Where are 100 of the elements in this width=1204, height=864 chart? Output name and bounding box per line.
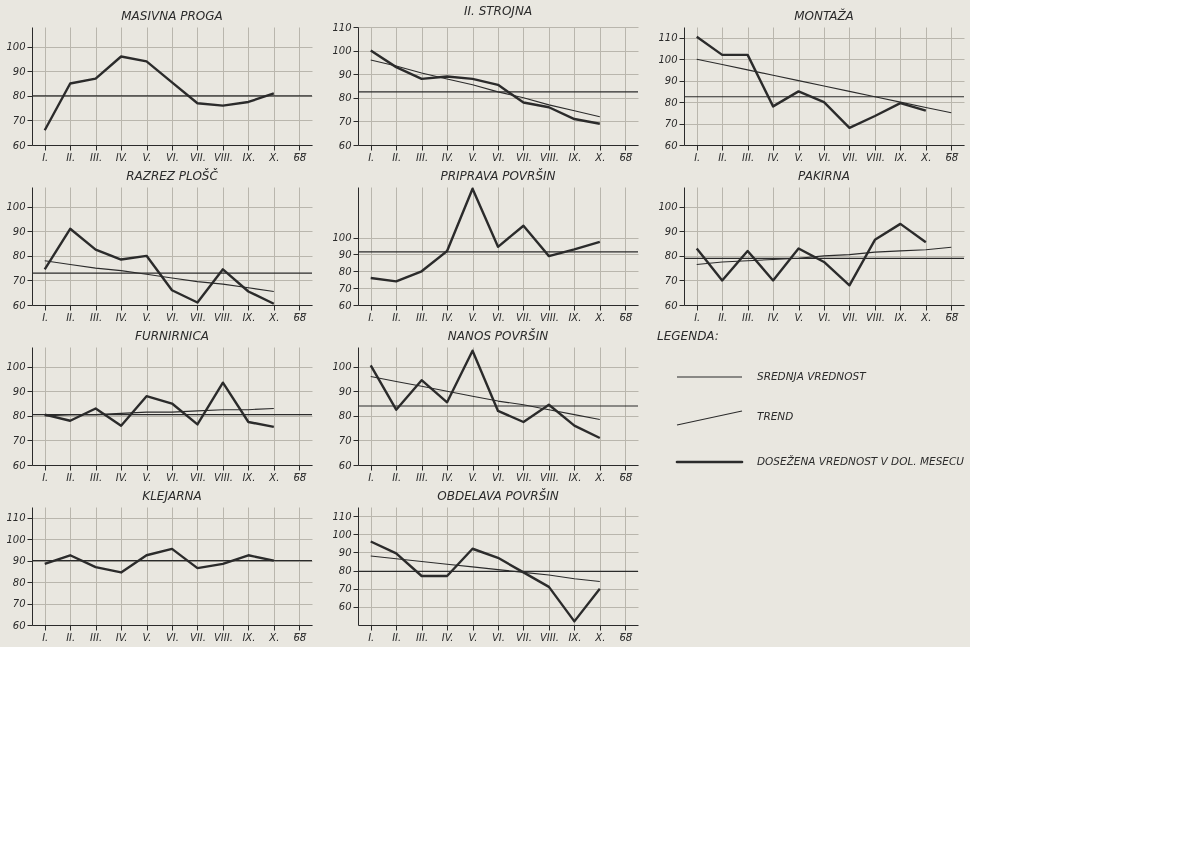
x-tick-label: VII. bbox=[189, 311, 206, 323]
x-tick-label: VI. bbox=[492, 151, 505, 163]
x-tick-label: IV. bbox=[115, 311, 128, 323]
x-tick-label: VIII. bbox=[865, 151, 885, 163]
x-tick-label: VII. bbox=[515, 631, 532, 643]
x-tick-label: III. bbox=[90, 151, 103, 163]
x-tick-label: IX. bbox=[568, 151, 582, 163]
x-tick-label: VIII. bbox=[213, 151, 233, 163]
x-tick-label: X. bbox=[594, 631, 606, 643]
x-tick-label: X. bbox=[268, 311, 280, 323]
y-tick-label: 90 bbox=[12, 65, 26, 77]
y-tick-label: 90 bbox=[338, 546, 352, 558]
x-tick-label: IX. bbox=[242, 631, 256, 643]
x-tick-label: V. bbox=[468, 151, 478, 163]
x-tick-label: VIII. bbox=[539, 471, 559, 483]
y-tick-label: 100 bbox=[332, 232, 352, 244]
x-tick-label: III. bbox=[416, 151, 429, 163]
y-tick-label: 60 bbox=[12, 299, 26, 311]
x-tick-label: VIII. bbox=[539, 631, 559, 643]
y-tick-label: 110 bbox=[658, 32, 678, 44]
x-tick-label: 6̅8̅ bbox=[619, 471, 634, 483]
y-tick-label: 90 bbox=[338, 68, 352, 80]
x-tick-label: VIII. bbox=[539, 311, 559, 323]
y-tick-label: 100 bbox=[6, 41, 26, 53]
x-tick-label: IX. bbox=[242, 471, 256, 483]
chart-title: II. STROJNA bbox=[463, 4, 533, 18]
x-tick-label: 6̅8̅ bbox=[945, 311, 960, 323]
y-tick-label: 100 bbox=[332, 361, 352, 373]
x-tick-label: I. bbox=[42, 631, 49, 643]
x-tick-label: II. bbox=[718, 311, 728, 323]
x-tick-label: VII. bbox=[189, 471, 206, 483]
x-tick-label: II. bbox=[66, 631, 76, 643]
x-tick-label: II. bbox=[392, 471, 402, 483]
x-tick-label: I. bbox=[368, 471, 375, 483]
y-tick-label: 80 bbox=[338, 410, 352, 422]
chart-title: FURNIRNICA bbox=[135, 329, 209, 343]
y-tick-label: 90 bbox=[12, 385, 26, 397]
x-tick-label: I. bbox=[42, 311, 49, 323]
x-tick-label: X. bbox=[594, 151, 606, 163]
x-tick-label: I. bbox=[368, 631, 375, 643]
text: TREND bbox=[757, 410, 794, 422]
y-tick-label: 70 bbox=[12, 114, 26, 126]
chart-title: KLEJARNA bbox=[142, 489, 202, 503]
x-tick-label: 6̅8̅ bbox=[619, 311, 634, 323]
x-tick-label: I. bbox=[694, 151, 701, 163]
text: LEGENDA: bbox=[657, 329, 719, 343]
x-tick-label: VIII. bbox=[213, 471, 233, 483]
chart-title: MASIVNA PROGA bbox=[121, 9, 223, 23]
chart-title: RAZREZ PLOŠČ bbox=[126, 168, 219, 183]
text: SREDNJA VREDNOST bbox=[757, 370, 868, 382]
x-tick-label: V. bbox=[142, 311, 152, 323]
x-tick-label: II. bbox=[392, 151, 402, 163]
x-tick-label: IX. bbox=[568, 631, 582, 643]
x-tick-label: VII. bbox=[841, 311, 858, 323]
x-tick-label: V. bbox=[468, 471, 478, 483]
x-tick-label: I. bbox=[42, 151, 49, 163]
y-tick-label: 100 bbox=[658, 53, 678, 65]
x-tick-label: II. bbox=[66, 471, 76, 483]
x-tick-label: VI. bbox=[492, 311, 505, 323]
x-tick-label: 6̅8̅ bbox=[619, 631, 634, 643]
y-tick-label: 100 bbox=[6, 201, 26, 213]
y-tick-label: 110 bbox=[332, 21, 352, 33]
y-tick-label: 70 bbox=[338, 434, 352, 446]
x-tick-label: V. bbox=[468, 631, 478, 643]
text: DOSEŽENA VREDNOST V DOL. MESECU bbox=[757, 455, 965, 467]
x-tick-label: VI. bbox=[166, 471, 179, 483]
x-tick-label: I. bbox=[368, 311, 375, 323]
x-tick-label: III. bbox=[416, 631, 429, 643]
y-tick-label: 80 bbox=[338, 265, 352, 277]
chart-title: PAKIRNA bbox=[798, 169, 850, 183]
y-tick-label: 80 bbox=[338, 565, 352, 577]
x-tick-label: 6̅8̅ bbox=[293, 311, 308, 323]
x-tick-label: II. bbox=[718, 151, 728, 163]
x-tick-label: VI. bbox=[166, 151, 179, 163]
chart-title: MONTAŽA bbox=[794, 8, 854, 23]
y-tick-label: 70 bbox=[338, 282, 352, 294]
x-tick-label: 6̅8̅ bbox=[293, 151, 308, 163]
x-tick-label: IV. bbox=[441, 311, 454, 323]
y-tick-label: 110 bbox=[6, 512, 26, 524]
x-tick-label: 6̅8̅ bbox=[945, 151, 960, 163]
y-tick-label: 60 bbox=[664, 299, 678, 311]
x-tick-label: X. bbox=[594, 311, 606, 323]
x-tick-label: III. bbox=[416, 471, 429, 483]
y-tick-label: 100 bbox=[658, 201, 678, 213]
y-tick-label: 80 bbox=[12, 250, 26, 262]
x-tick-label: I. bbox=[42, 471, 49, 483]
y-tick-label: 90 bbox=[664, 75, 678, 87]
y-tick-label: 60 bbox=[338, 459, 352, 471]
y-tick-label: 60 bbox=[338, 299, 352, 311]
y-tick-label: 60 bbox=[12, 459, 26, 471]
y-tick-label: 80 bbox=[12, 90, 26, 102]
x-tick-label: VII. bbox=[515, 151, 532, 163]
x-tick-label: X. bbox=[920, 311, 932, 323]
x-tick-label: VII. bbox=[841, 151, 858, 163]
x-tick-label: V. bbox=[142, 471, 152, 483]
x-tick-label: VII. bbox=[189, 631, 206, 643]
y-tick-label: 60 bbox=[12, 139, 26, 151]
x-tick-label: II. bbox=[66, 151, 76, 163]
x-tick-label: I. bbox=[368, 151, 375, 163]
y-tick-label: 90 bbox=[12, 225, 26, 237]
